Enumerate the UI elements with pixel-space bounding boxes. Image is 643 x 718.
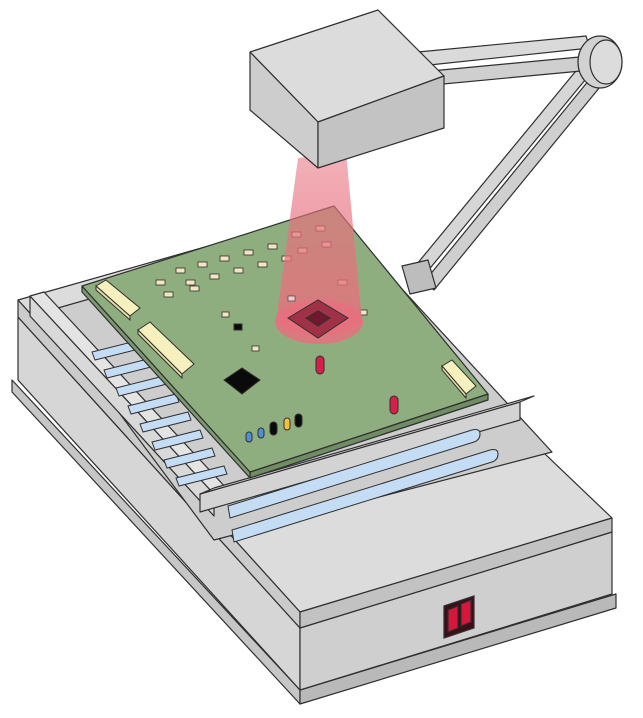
connector-top [95, 284, 131, 322]
arm-pivot [577, 35, 623, 89]
pcb-connectors [95, 279, 477, 400]
smd-resistor [243, 249, 254, 256]
heater-tube [175, 465, 228, 487]
smd-resistor [175, 267, 186, 274]
smd-resistor [185, 279, 196, 286]
capacitor-black [294, 413, 303, 428]
switch-rocker-right[interactable] [460, 599, 472, 627]
capacitor-black [269, 421, 278, 436]
capacitor-red [315, 355, 325, 375]
connector-top [441, 364, 467, 400]
heater-tubes-front [227, 429, 499, 543]
smd-resistor [221, 311, 230, 318]
base-top-rim-front [299, 517, 613, 629]
heater-tube [163, 447, 216, 469]
capacitors [245, 355, 399, 443]
lamp-arm [401, 35, 605, 295]
smd-components [155, 225, 368, 352]
heater-tube [139, 411, 192, 433]
capacitor-blue [245, 431, 253, 443]
capacitor-yellow [283, 417, 291, 431]
arm-vertical-front [423, 73, 605, 291]
smd-resistor [257, 261, 268, 268]
power-switch[interactable] [443, 595, 475, 639]
cpu-package [287, 299, 349, 339]
base-plinth-front [299, 593, 617, 705]
smd-resistor [155, 279, 166, 286]
smd-resistor [197, 261, 208, 268]
lamp-head-front [317, 75, 445, 169]
smd-resistor [209, 273, 220, 280]
capacitor-blue [257, 427, 265, 439]
beam-cone [276, 152, 362, 336]
smd-resistor [163, 291, 174, 298]
heater-tube [151, 429, 204, 451]
heater-tube [127, 393, 180, 415]
connector-top [137, 328, 183, 380]
cpu-die [305, 310, 331, 327]
circuit-board [81, 205, 489, 479]
smd-resistor [251, 345, 260, 352]
heater-tube-long [227, 429, 481, 519]
ic-chips [223, 323, 261, 395]
tray-front-rail-top [199, 395, 535, 495]
pivot-knob-face [589, 39, 623, 85]
lamp-head [249, 9, 445, 169]
heater-tube-long [231, 449, 499, 543]
smd-resistor [233, 267, 244, 274]
smd-resistor-in-beam [287, 295, 296, 302]
capacitor-red [389, 395, 399, 415]
smd-resistor [189, 285, 200, 292]
switch-rocker-left[interactable] [447, 605, 459, 633]
arm-base-mount [401, 259, 437, 295]
ic-chip-large [223, 367, 261, 395]
smd-resistor [267, 243, 278, 250]
ic-chip-small [233, 323, 243, 331]
smd-resistor [219, 255, 230, 262]
